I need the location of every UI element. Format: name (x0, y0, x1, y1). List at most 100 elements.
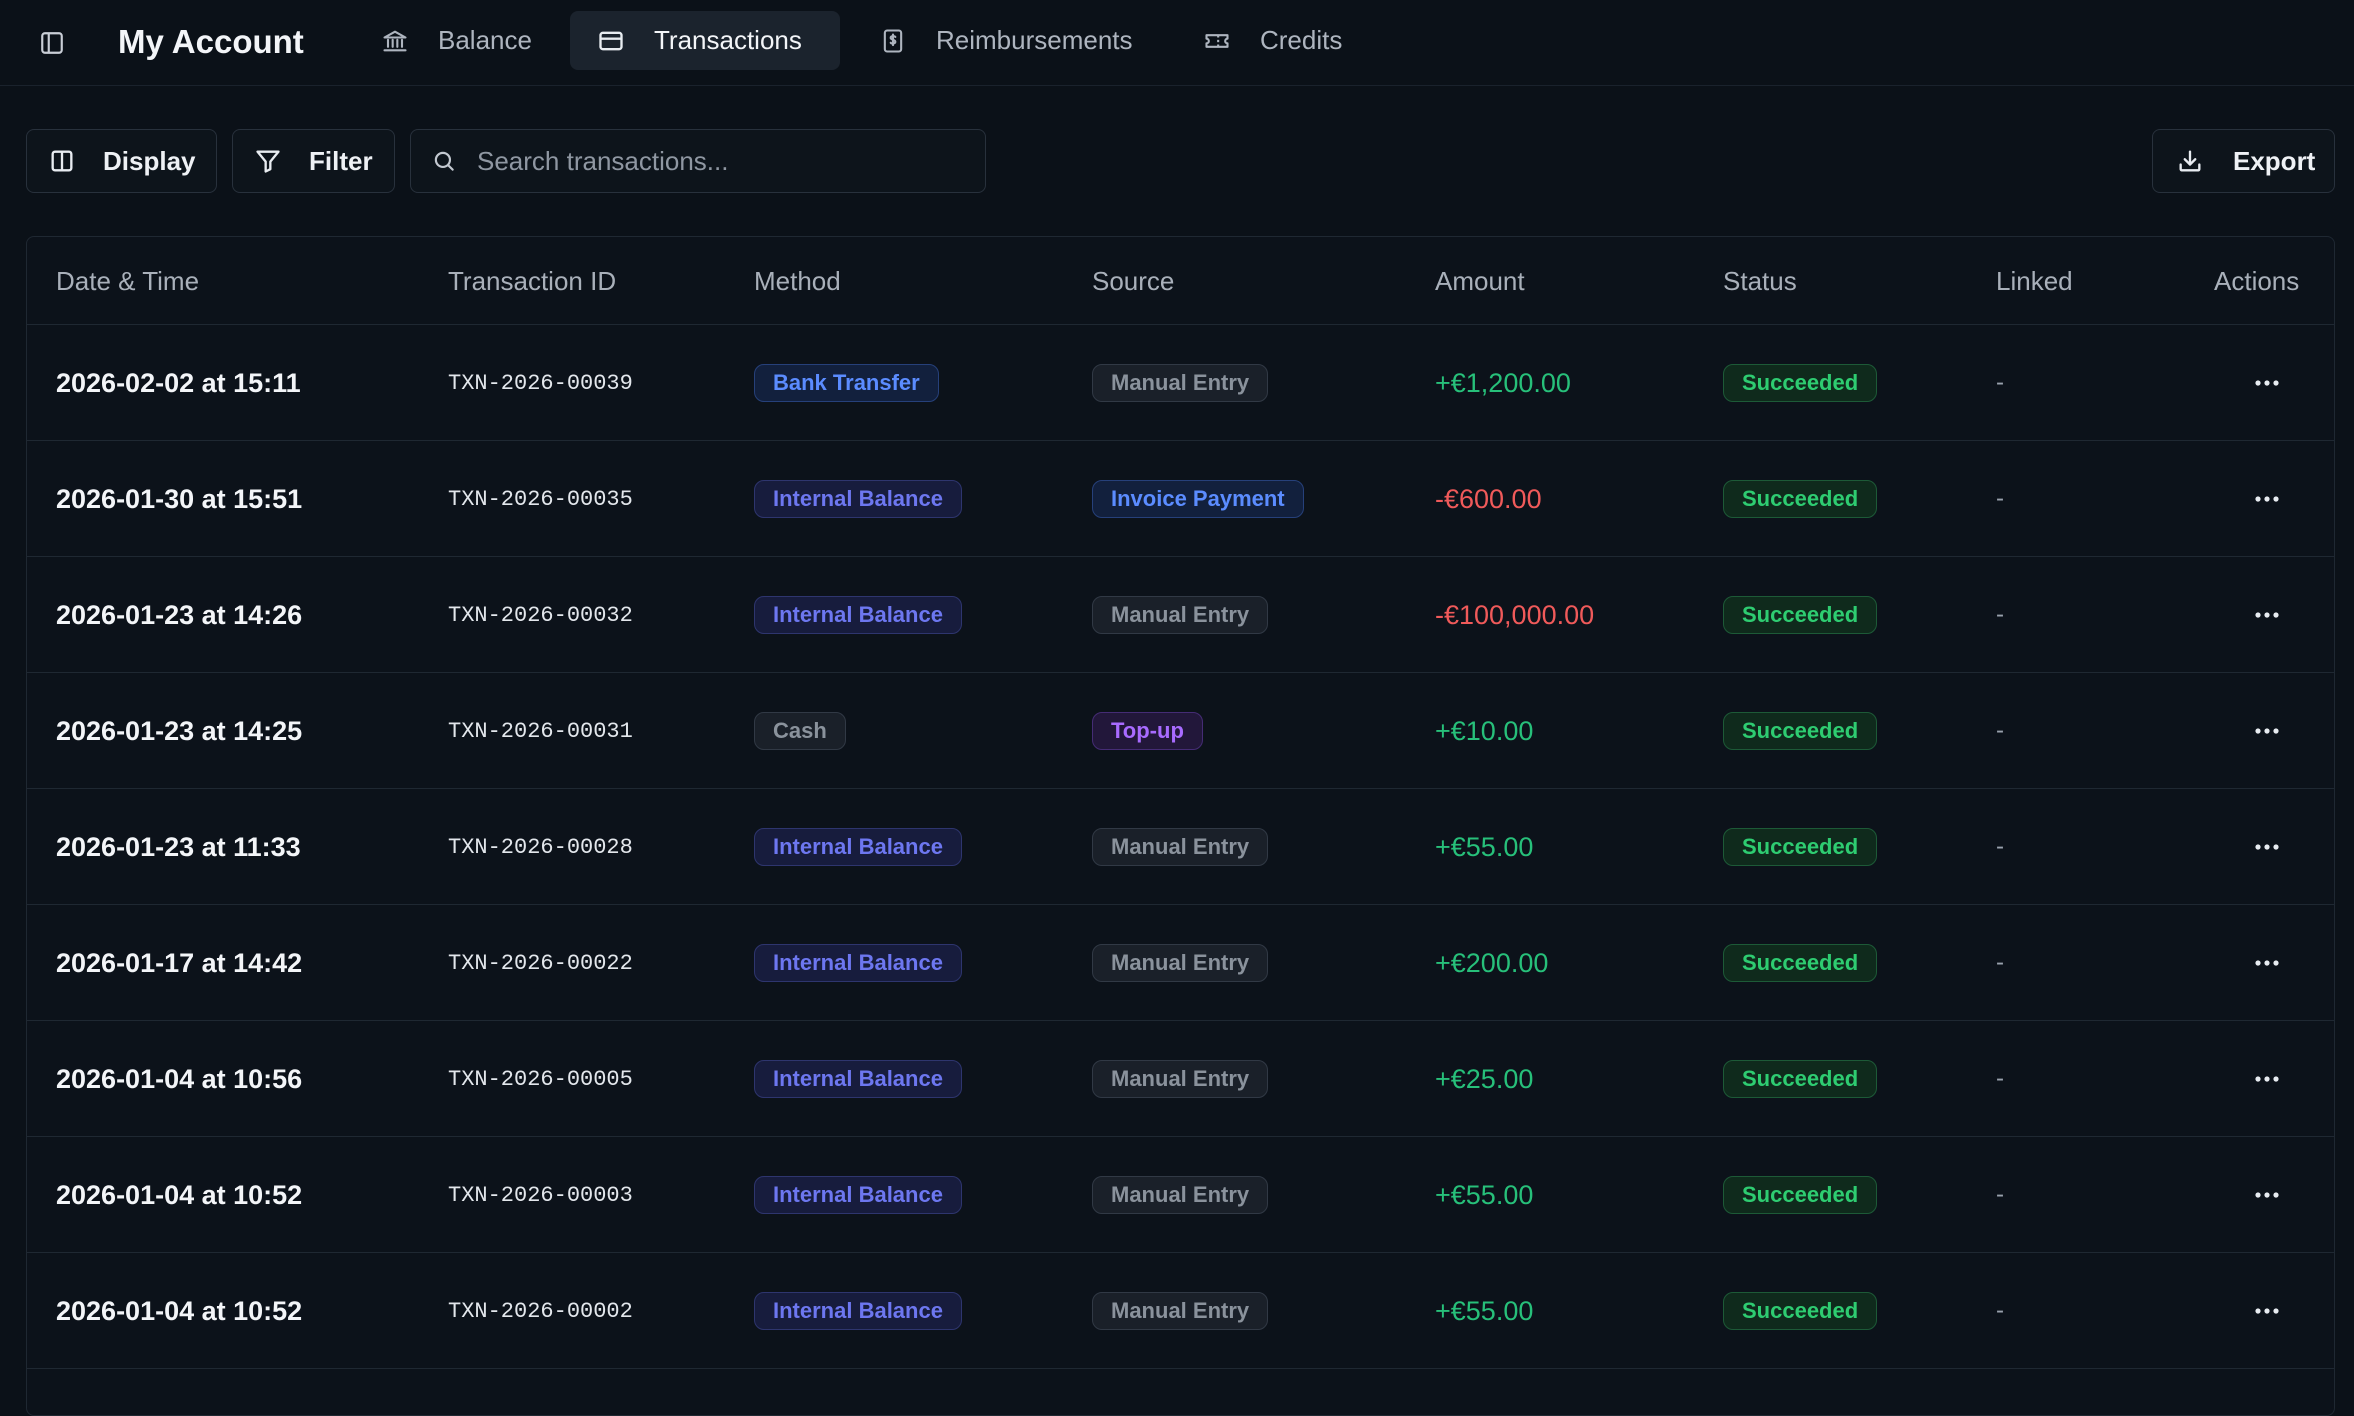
method-badge: Internal Balance (754, 1176, 962, 1214)
ticket-icon (1202, 26, 1232, 56)
tab-balance[interactable]: Balance (366, 11, 546, 70)
transactions-table: Date & Time Transaction ID Method Source… (26, 236, 2335, 1416)
cell-date-time: 2026-01-04 at 10:52 (56, 1179, 303, 1210)
more-horizontal-icon (2254, 843, 2280, 851)
column-header-transaction-id[interactable]: Transaction ID (448, 266, 617, 296)
table-row[interactable]: 2026-01-30 at 15:51 TXN-2026-00035 Inter… (27, 441, 2334, 557)
row-actions-button[interactable] (2239, 557, 2295, 673)
search-input[interactable] (477, 145, 977, 177)
row-actions-button[interactable] (2239, 441, 2295, 557)
cell-amount: +€200.00 (1435, 947, 1549, 978)
sidebar-toggle-icon[interactable] (36, 27, 68, 59)
cell-date-time: 2026-01-23 at 14:25 (56, 715, 303, 746)
column-header-linked[interactable]: Linked (1996, 266, 2073, 296)
row-actions-button[interactable] (2239, 1137, 2295, 1253)
source-badge: Manual Entry (1092, 364, 1269, 402)
tab-transactions[interactable]: Transactions (570, 11, 840, 70)
download-icon (2175, 146, 2205, 176)
cell-date-time: 2026-01-04 at 10:56 (56, 1063, 303, 1094)
cell-source: Manual Entry (1092, 557, 1269, 673)
cell-amount: +€25.00 (1435, 1063, 1534, 1094)
row-actions-button[interactable] (2239, 1253, 2295, 1369)
cell-linked: - (1996, 601, 2004, 628)
credit-card-icon (596, 26, 626, 56)
cell-status: Succeeded (1723, 441, 1878, 557)
cell-amount: +€1,200.00 (1435, 367, 1571, 398)
cell-date-time: 2026-01-23 at 11:33 (56, 831, 301, 862)
cell-transaction-id: TXN-2026-00028 (448, 834, 633, 860)
cell-status: Succeeded (1723, 1021, 1878, 1137)
table-row[interactable]: 2026-01-23 at 11:33 TXN-2026-00028 Inter… (27, 789, 2334, 905)
cell-transaction-id: TXN-2026-00039 (448, 370, 633, 396)
table-row[interactable]: 2026-01-04 at 10:56 TXN-2026-00005 Inter… (27, 1021, 2334, 1137)
cell-date-time: 2026-01-04 at 10:52 (56, 1295, 303, 1326)
display-button-label: Display (103, 145, 196, 176)
method-badge: Internal Balance (754, 596, 962, 634)
source-badge: Invoice Payment (1092, 480, 1304, 518)
row-actions-button[interactable] (2239, 1021, 2295, 1137)
cell-amount: +€55.00 (1435, 831, 1534, 862)
row-actions-button[interactable] (2239, 673, 2295, 789)
cell-amount: +€55.00 (1435, 1179, 1534, 1210)
search-box[interactable] (410, 129, 986, 193)
cell-linked: - (1996, 949, 2004, 976)
more-horizontal-icon (2254, 495, 2280, 503)
top-bar: My Account Balance Transactions Rei (0, 0, 2354, 86)
cell-transaction-id: TXN-2026-00031 (448, 718, 633, 744)
cell-method: Internal Balance (754, 557, 962, 673)
more-horizontal-icon (2254, 1307, 2280, 1315)
source-badge: Top-up (1092, 712, 1203, 750)
tab-credits[interactable]: Credits (1190, 11, 1360, 70)
more-horizontal-icon (2254, 379, 2280, 387)
receipt-dollar-icon (878, 26, 908, 56)
column-header-source[interactable]: Source (1092, 266, 1175, 296)
status-badge: Succeeded (1723, 364, 1878, 402)
table-row[interactable]: 2026-01-23 at 14:26 TXN-2026-00032 Inter… (27, 557, 2334, 673)
status-badge: Succeeded (1723, 1176, 1878, 1214)
table-row[interactable]: 2026-01-04 at 10:52 TXN-2026-00003 Inter… (27, 1137, 2334, 1253)
cell-method: Internal Balance (754, 1021, 962, 1137)
display-button[interactable]: Display (26, 129, 217, 193)
cell-status: Succeeded (1723, 557, 1878, 673)
status-badge: Succeeded (1723, 596, 1878, 634)
cell-source: Manual Entry (1092, 1021, 1269, 1137)
source-badge: Manual Entry (1092, 944, 1269, 982)
cell-status: Succeeded (1723, 1253, 1878, 1369)
status-badge: Succeeded (1723, 1292, 1878, 1330)
cell-amount: +€55.00 (1435, 1295, 1534, 1326)
filter-icon (253, 146, 283, 176)
column-header-date[interactable]: Date & Time (56, 266, 200, 296)
table-row[interactable]: 2026-02-02 at 15:11 TXN-2026-00039 Bank … (27, 325, 2334, 441)
table-row[interactable]: 2026-01-23 at 14:25 TXN-2026-00031 Cash … (27, 673, 2334, 789)
row-actions-button[interactable] (2239, 905, 2295, 1021)
source-badge: Manual Entry (1092, 828, 1269, 866)
table-row[interactable]: 2026-01-04 at 10:52 TXN-2026-00002 Inter… (27, 1253, 2334, 1369)
cell-transaction-id: TXN-2026-00032 (448, 602, 633, 628)
more-horizontal-icon (2254, 1075, 2280, 1083)
cell-transaction-id: TXN-2026-00002 (448, 1298, 633, 1324)
column-header-amount[interactable]: Amount (1435, 266, 1525, 296)
tab-transactions-label: Transactions (654, 25, 802, 55)
status-badge: Succeeded (1723, 944, 1878, 982)
status-badge: Succeeded (1723, 828, 1878, 866)
filter-button-label: Filter (309, 145, 373, 176)
cell-source: Manual Entry (1092, 905, 1269, 1021)
cell-transaction-id: TXN-2026-00035 (448, 486, 633, 512)
cell-status: Succeeded (1723, 905, 1878, 1021)
table-row[interactable]: 2026-01-17 at 14:42 TXN-2026-00022 Inter… (27, 905, 2334, 1021)
cell-date-time: 2026-01-30 at 15:51 (56, 483, 303, 514)
method-badge: Internal Balance (754, 1060, 962, 1098)
column-header-status[interactable]: Status (1723, 266, 1797, 296)
filter-button[interactable]: Filter (232, 129, 395, 193)
source-badge: Manual Entry (1092, 596, 1269, 634)
row-actions-button[interactable] (2239, 789, 2295, 905)
cell-linked: - (1996, 717, 2004, 744)
row-actions-button[interactable] (2239, 325, 2295, 441)
cell-method: Internal Balance (754, 905, 962, 1021)
tab-reimbursements[interactable]: Reimbursements (864, 11, 1164, 70)
cell-linked: - (1996, 485, 2004, 512)
column-header-method[interactable]: Method (754, 266, 841, 296)
method-badge: Cash (754, 712, 846, 750)
export-button[interactable]: Export (2152, 129, 2335, 193)
method-badge: Internal Balance (754, 828, 962, 866)
